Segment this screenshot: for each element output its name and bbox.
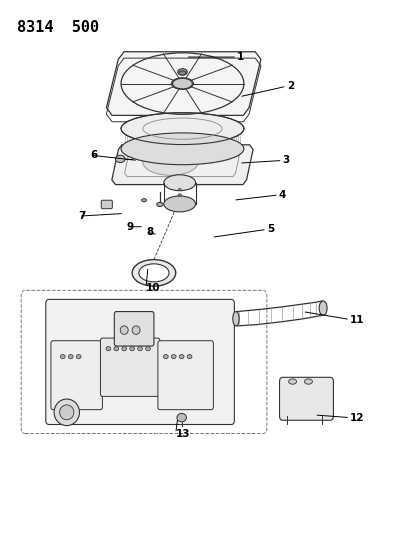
PathPatch shape — [112, 145, 253, 184]
Text: 8314  500: 8314 500 — [17, 20, 99, 35]
Text: 8: 8 — [146, 227, 153, 237]
PathPatch shape — [107, 52, 261, 115]
Text: 10: 10 — [146, 282, 160, 293]
Text: 9: 9 — [126, 222, 133, 232]
Text: 7: 7 — [79, 211, 86, 221]
Ellipse shape — [68, 354, 73, 359]
Ellipse shape — [164, 196, 196, 212]
Ellipse shape — [60, 354, 65, 359]
Ellipse shape — [122, 346, 126, 351]
Ellipse shape — [115, 155, 125, 163]
Ellipse shape — [288, 379, 296, 384]
Ellipse shape — [179, 354, 184, 359]
Ellipse shape — [233, 312, 239, 326]
Ellipse shape — [76, 354, 81, 359]
Ellipse shape — [138, 346, 142, 351]
FancyBboxPatch shape — [46, 300, 234, 424]
Ellipse shape — [178, 189, 181, 191]
FancyBboxPatch shape — [51, 341, 103, 410]
Ellipse shape — [130, 346, 134, 351]
Text: 3: 3 — [283, 156, 290, 165]
Ellipse shape — [59, 405, 74, 419]
Ellipse shape — [142, 199, 146, 202]
Ellipse shape — [172, 78, 192, 89]
Ellipse shape — [157, 203, 163, 207]
Ellipse shape — [177, 414, 186, 422]
Text: 5: 5 — [267, 224, 274, 235]
Ellipse shape — [120, 326, 128, 334]
Text: 4: 4 — [279, 190, 286, 200]
FancyBboxPatch shape — [101, 338, 160, 397]
Ellipse shape — [132, 260, 176, 286]
Ellipse shape — [178, 69, 187, 75]
Text: 13: 13 — [176, 429, 190, 439]
Ellipse shape — [164, 354, 168, 359]
Ellipse shape — [121, 133, 244, 165]
FancyBboxPatch shape — [114, 312, 154, 346]
Ellipse shape — [304, 379, 312, 384]
Ellipse shape — [132, 326, 140, 334]
Text: 11: 11 — [350, 314, 365, 325]
Ellipse shape — [146, 346, 150, 351]
Text: 6: 6 — [91, 150, 98, 160]
Ellipse shape — [179, 71, 186, 75]
Ellipse shape — [171, 354, 176, 359]
FancyBboxPatch shape — [280, 377, 334, 420]
Ellipse shape — [164, 175, 196, 191]
Text: 2: 2 — [286, 81, 294, 91]
Ellipse shape — [187, 354, 192, 359]
Text: 12: 12 — [350, 413, 365, 423]
FancyBboxPatch shape — [101, 200, 113, 209]
Ellipse shape — [106, 346, 111, 351]
Ellipse shape — [114, 346, 119, 351]
Ellipse shape — [54, 399, 79, 425]
Ellipse shape — [178, 194, 181, 196]
Ellipse shape — [121, 113, 244, 144]
FancyBboxPatch shape — [158, 341, 213, 410]
Ellipse shape — [319, 301, 327, 316]
Ellipse shape — [143, 149, 198, 175]
Text: 1: 1 — [237, 52, 245, 62]
Ellipse shape — [139, 264, 169, 282]
